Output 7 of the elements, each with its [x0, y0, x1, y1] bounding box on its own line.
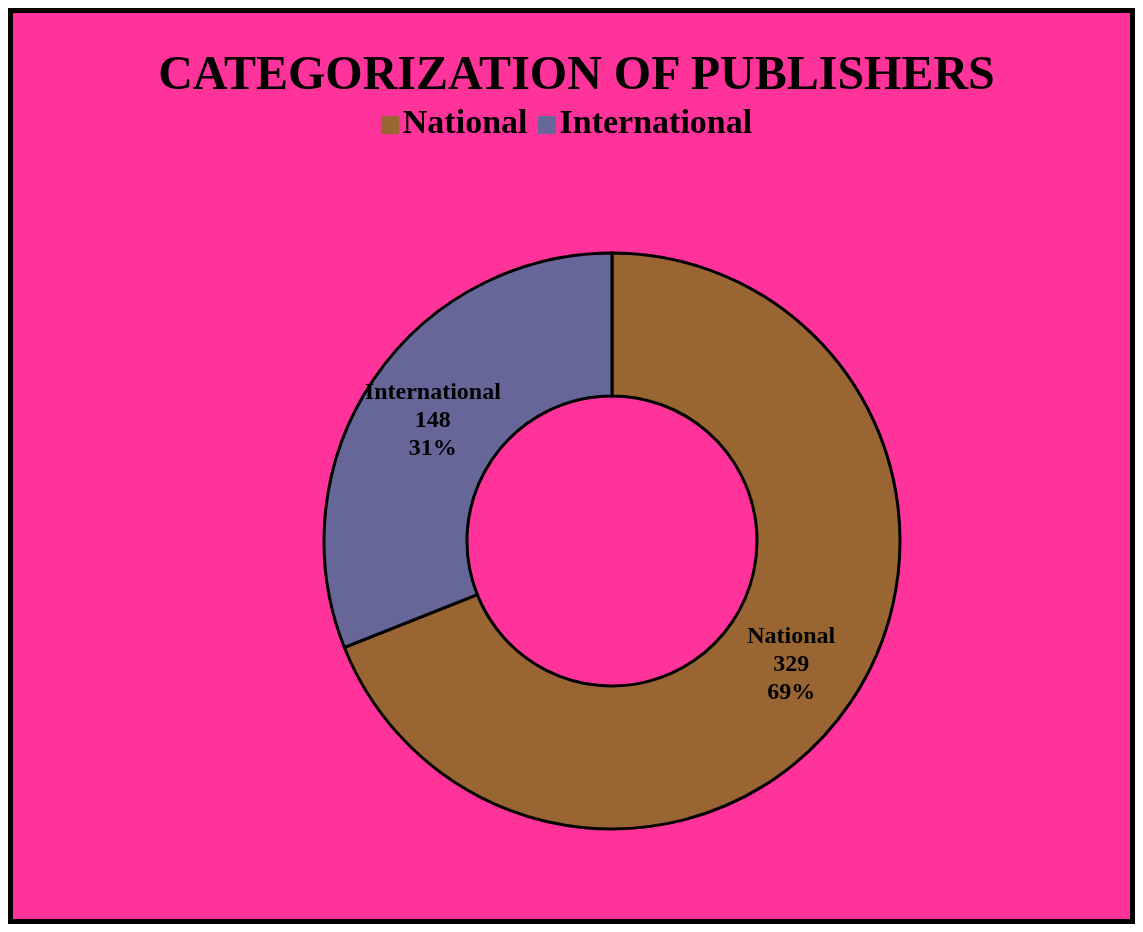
legend-label: National	[402, 103, 528, 140]
data-label: 148 31%	[408, 406, 457, 461]
slice-label: National	[747, 621, 836, 648]
slice-label: International	[364, 378, 502, 405]
chart-title: CATEGORIZATION OF PUBLISHERS	[157, 45, 996, 100]
legend-label: International	[559, 103, 753, 140]
data-label: 329 69%	[767, 649, 816, 704]
